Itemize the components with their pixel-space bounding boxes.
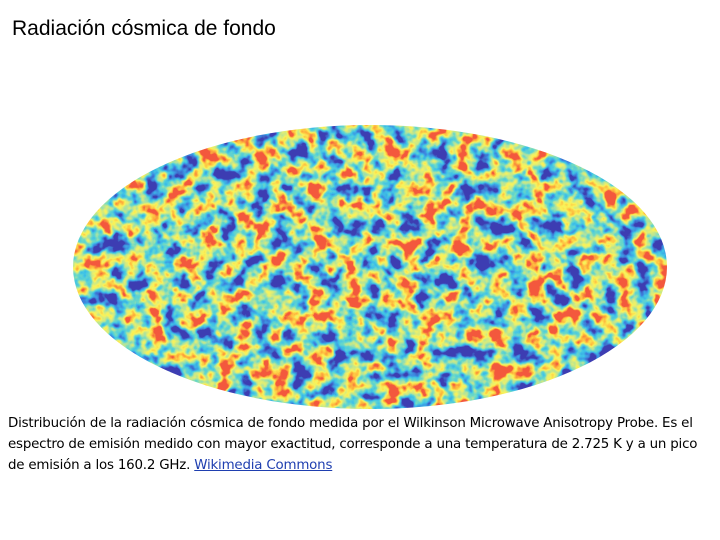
sky-map (73, 125, 667, 409)
noise (73, 125, 667, 409)
source-link[interactable]: Wikimedia Commons (194, 458, 333, 473)
title: Radiación cósmica de fondo (12, 17, 276, 40)
caption-text: Distribución de la radiación cósmica de … (8, 416, 698, 473)
caption: Distribución de la radiación cósmica de … (8, 413, 714, 476)
